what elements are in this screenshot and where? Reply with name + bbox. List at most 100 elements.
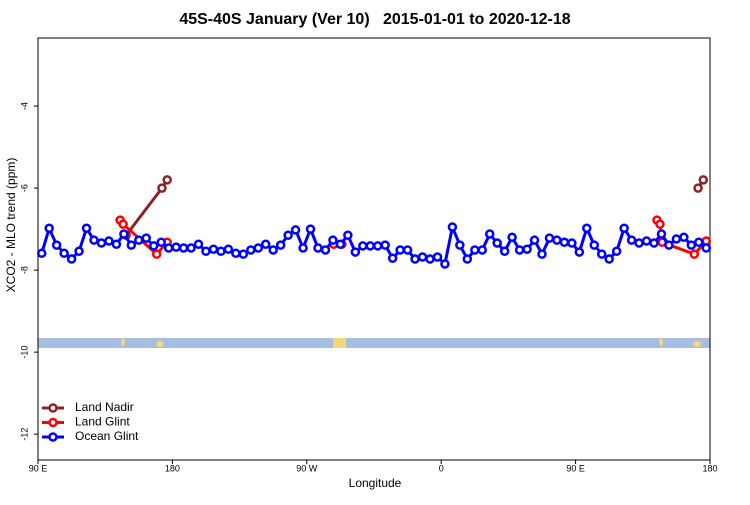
series-point: [689, 249, 700, 259]
series-point: [567, 238, 577, 248]
series-point: [275, 240, 286, 250]
series-point: [559, 237, 570, 247]
series-point: [507, 232, 517, 243]
series-point: [148, 241, 159, 251]
series-point: [74, 246, 84, 257]
series-point: [81, 223, 92, 234]
series-point: [343, 230, 353, 241]
series-point: [178, 243, 189, 253]
series-point: [698, 175, 709, 185]
series-point: [89, 235, 99, 245]
series-point: [298, 243, 308, 253]
series-point: [365, 241, 376, 251]
series-point: [335, 239, 346, 250]
series-point: [664, 240, 674, 250]
series-point: [462, 254, 473, 264]
x-axis-label: Longitude: [349, 476, 402, 490]
series-point: [380, 240, 390, 250]
series-point: [395, 245, 405, 255]
series-point: [59, 248, 69, 259]
series-point: [694, 237, 704, 247]
series-point: [619, 223, 629, 234]
legend-label: Land Nadir: [75, 400, 134, 414]
legend-label: Land Glint: [75, 415, 130, 429]
series-point: [208, 244, 219, 254]
series-point: [66, 254, 77, 264]
series-point: [328, 235, 338, 245]
y-axis-label: XCO2 - MLO trend (ppm): [4, 158, 18, 293]
x-tick-label: 90 E: [29, 463, 48, 473]
y-tick-label: -12: [19, 428, 29, 441]
series-point: [432, 252, 443, 262]
series-point: [701, 243, 712, 253]
series-point: [440, 259, 450, 269]
legend-marker: [48, 417, 58, 428]
series-point: [537, 249, 547, 259]
series-point: [477, 245, 488, 255]
series-point: [238, 249, 249, 259]
series-point: [589, 240, 600, 250]
series-point: [305, 224, 316, 234]
series-point: [693, 183, 703, 193]
series-point: [686, 240, 697, 250]
legend-marker: [48, 403, 58, 413]
x-tick-label: 180: [165, 463, 180, 473]
series-point: [402, 245, 413, 255]
series-point: [529, 235, 540, 245]
series-point: [119, 229, 129, 239]
series-point: [283, 230, 293, 241]
series-point: [151, 249, 162, 259]
series-point: [387, 253, 398, 263]
chart-title: 45S-40S January (Ver 10) 2015-01-01 to 2…: [179, 11, 570, 28]
series-point: [157, 183, 167, 193]
series-point: [611, 246, 622, 257]
series-point: [499, 246, 510, 257]
x-tick-label: 180: [702, 463, 717, 473]
x-tick-label: 90 W: [296, 463, 318, 473]
x-tick-label: 90 E: [566, 463, 585, 473]
series-point: [514, 245, 525, 255]
series-point: [162, 175, 172, 185]
series-point: [470, 245, 480, 255]
series-point: [171, 242, 181, 252]
series-point: [201, 246, 211, 257]
series-point: [671, 234, 682, 244]
series-point: [372, 241, 383, 251]
series-point: [634, 238, 644, 248]
series-point: [104, 236, 114, 246]
series-point: [350, 247, 361, 257]
series-point: [679, 232, 689, 243]
series-point: [320, 245, 331, 255]
series-point: [358, 241, 368, 251]
series-point: [96, 238, 107, 248]
series-point: [290, 225, 301, 235]
series-point: [641, 236, 652, 246]
series-point: [44, 223, 54, 234]
series-point: [118, 219, 128, 229]
series-point: [649, 238, 659, 248]
series-point: [410, 254, 420, 264]
x-tick-label: 0: [439, 463, 444, 473]
series-point: [36, 248, 47, 259]
series-point: [260, 239, 271, 250]
series-point: [268, 245, 278, 255]
series-point: [111, 239, 122, 250]
series-point: [156, 237, 166, 247]
series-point: [604, 254, 614, 264]
legend-label: Ocean Glint: [75, 429, 139, 443]
map-strip: [38, 338, 710, 348]
series-point: [216, 246, 226, 257]
series-point: [313, 243, 323, 253]
series-point: [231, 248, 241, 259]
series-point: [655, 219, 665, 229]
series-point: [163, 243, 174, 253]
series-point: [626, 235, 637, 245]
legend-marker: [48, 432, 58, 442]
y-tick-label: -6: [19, 184, 29, 192]
series-point: [574, 247, 585, 257]
series-point: [582, 223, 592, 234]
series-point: [596, 249, 607, 259]
y-tick-label: -10: [19, 346, 29, 359]
series-point: [544, 233, 555, 243]
